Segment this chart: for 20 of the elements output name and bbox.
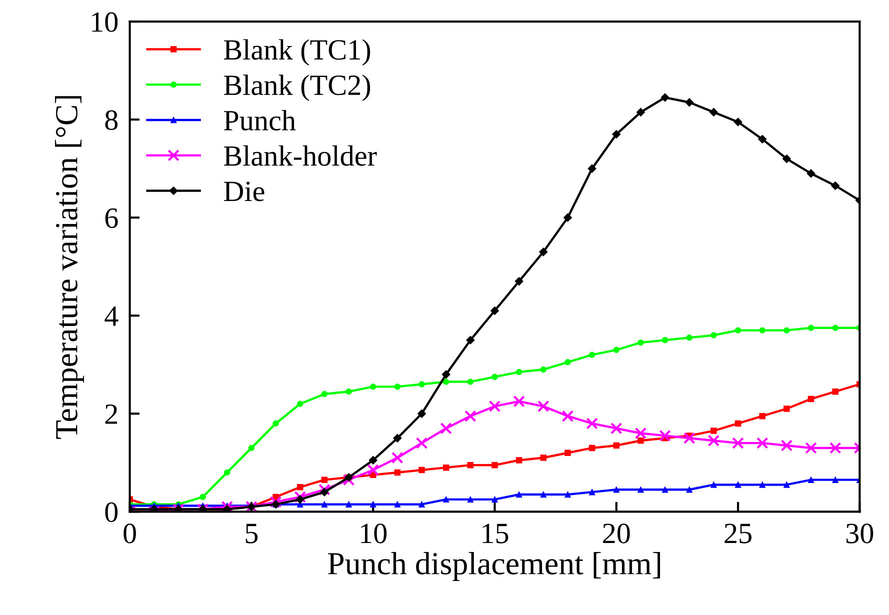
x-tick-label: 15 bbox=[482, 524, 508, 544]
y-tick-label: 6 bbox=[105, 208, 118, 228]
legend-label: Blank-holder bbox=[224, 145, 377, 166]
y-tick-label: 0 bbox=[105, 502, 118, 522]
y-axis-title: Temperature variation [°C] bbox=[54, 96, 84, 439]
legend-label: Die bbox=[224, 182, 264, 202]
x-tick-label: 30 bbox=[846, 524, 874, 544]
x-tick-label: 0 bbox=[124, 524, 136, 544]
y-tick-label: 2 bbox=[105, 404, 118, 424]
y-tick-label: 10 bbox=[92, 12, 118, 32]
y-tick-label: 4 bbox=[104, 306, 118, 326]
legend-label: Blank (TC2) bbox=[224, 74, 370, 102]
x-tick-label: 10 bbox=[361, 524, 387, 544]
legend-label: Punch bbox=[224, 110, 296, 130]
legend-label: Blank (TC1) bbox=[224, 39, 370, 66]
x-tick-label: 5 bbox=[246, 524, 258, 544]
x-tick-label: 20 bbox=[603, 524, 630, 544]
y-tick-label: 8 bbox=[105, 110, 118, 130]
x-axis-title: Punch displacement [mm] bbox=[328, 552, 660, 581]
x-tick-label: 25 bbox=[724, 524, 752, 544]
